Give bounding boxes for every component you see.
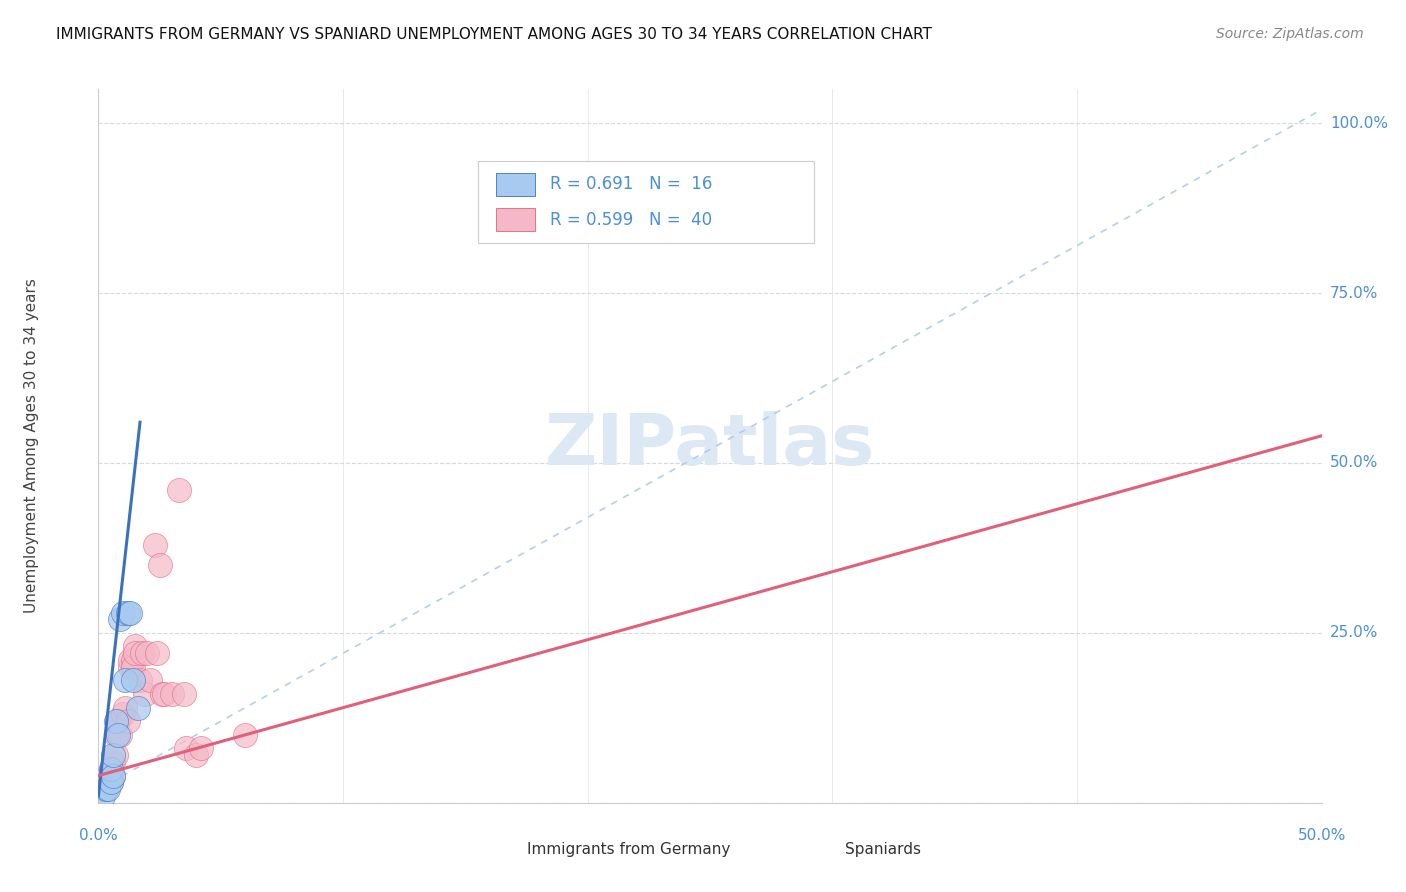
Point [94, 782, 117, 797]
Point [131, 646, 153, 660]
Point [120, 653, 142, 667]
Point [100, 762, 122, 776]
Point [124, 646, 146, 660]
Text: IMMIGRANTS FROM GERMANY VS SPANIARD UNEMPLOYMENT AMONG AGES 30 TO 34 YEARS CORRE: IMMIGRANTS FROM GERMANY VS SPANIARD UNEM… [56, 27, 932, 42]
Point [121, 653, 143, 667]
Point [101, 748, 124, 763]
Point [143, 537, 166, 551]
Point [124, 640, 146, 654]
Text: 25.0%: 25.0% [1330, 625, 1378, 640]
Point [111, 606, 134, 620]
Point [127, 700, 149, 714]
Point [117, 606, 139, 620]
Point [111, 707, 134, 722]
Point [104, 714, 127, 729]
Text: Source: ZipAtlas.com: Source: ZipAtlas.com [1216, 27, 1364, 41]
Point [114, 673, 136, 688]
FancyBboxPatch shape [489, 838, 517, 860]
Point [121, 660, 143, 674]
Text: 50.0%: 50.0% [1298, 828, 1346, 843]
Point [146, 646, 169, 660]
Text: 100.0%: 100.0% [1330, 116, 1388, 131]
Point [136, 646, 159, 660]
Point [233, 728, 256, 742]
Point [94, 775, 117, 789]
Text: Immigrants from Germany: Immigrants from Germany [527, 842, 730, 856]
Point [101, 755, 124, 769]
Text: Spaniards: Spaniards [845, 842, 921, 856]
Text: Unemployment Among Ages 30 to 34 years: Unemployment Among Ages 30 to 34 years [24, 278, 38, 614]
Text: R = 0.691   N =  16: R = 0.691 N = 16 [550, 175, 713, 193]
Point [173, 687, 195, 701]
Point [101, 769, 124, 783]
Point [110, 612, 132, 626]
Point [104, 728, 127, 742]
Text: ZIPatlas: ZIPatlas [546, 411, 875, 481]
Point [114, 700, 136, 714]
Point [107, 714, 129, 729]
Point [107, 728, 129, 742]
Point [110, 728, 132, 742]
Text: 50.0%: 50.0% [1330, 456, 1378, 470]
Point [120, 660, 142, 674]
Point [121, 673, 143, 688]
Text: 75.0%: 75.0% [1330, 285, 1378, 301]
Point [129, 673, 152, 688]
Point [97, 782, 120, 797]
Point [100, 762, 122, 776]
FancyBboxPatch shape [496, 209, 536, 231]
Point [101, 769, 124, 783]
Point [94, 782, 117, 797]
Point [150, 687, 173, 701]
Point [186, 748, 208, 763]
Point [120, 606, 142, 620]
Point [176, 741, 198, 756]
Point [91, 782, 114, 797]
Point [134, 687, 156, 701]
Point [100, 775, 122, 789]
Point [149, 558, 172, 572]
Point [91, 789, 114, 803]
Point [117, 714, 139, 729]
FancyBboxPatch shape [808, 838, 835, 860]
Point [104, 748, 127, 763]
Point [100, 775, 122, 789]
FancyBboxPatch shape [478, 161, 814, 243]
Point [167, 483, 190, 498]
Point [190, 741, 212, 756]
Point [107, 714, 129, 729]
Point [153, 687, 176, 701]
Text: R = 0.599   N =  40: R = 0.599 N = 40 [550, 211, 711, 228]
FancyBboxPatch shape [496, 173, 536, 195]
Point [160, 687, 183, 701]
Point [97, 769, 120, 783]
Point [139, 673, 162, 688]
Text: 0.0%: 0.0% [79, 828, 118, 843]
